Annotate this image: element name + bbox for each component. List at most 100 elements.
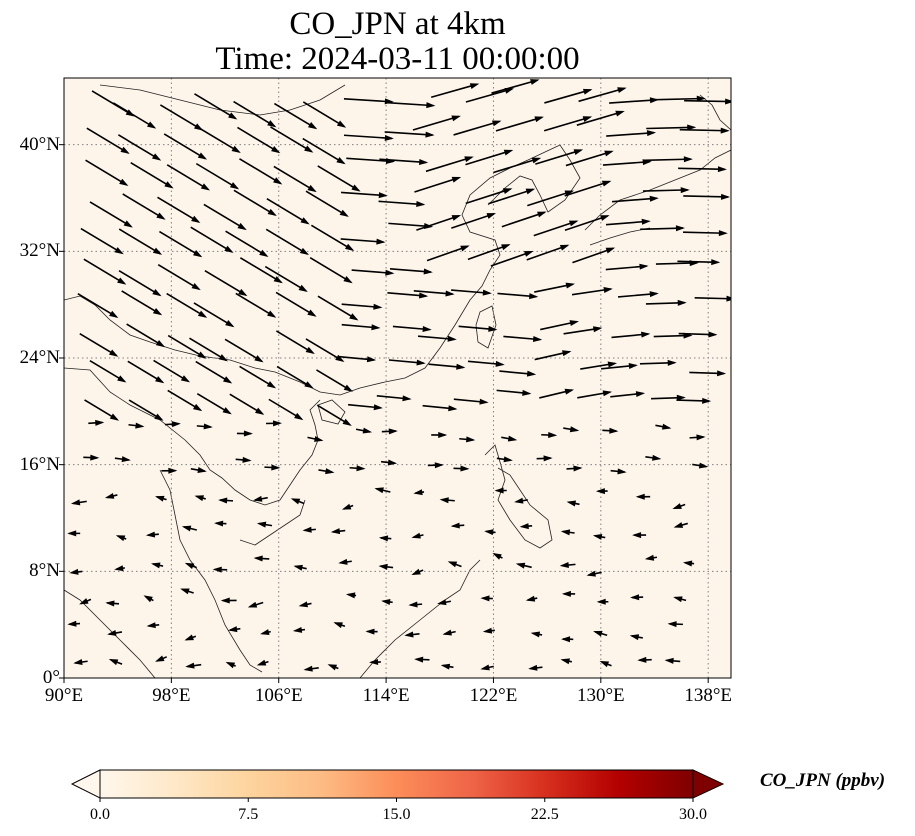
wind-arrow	[107, 630, 123, 636]
wind-arrow	[89, 359, 127, 383]
wind-arrow	[307, 435, 324, 442]
wind-arrow	[381, 459, 398, 466]
wind-arrow	[381, 599, 393, 605]
wind-arrow	[341, 323, 381, 331]
wind-arrow	[425, 156, 474, 173]
lat-tick-label: 40°N	[19, 133, 60, 155]
wind-arrow	[317, 295, 359, 321]
wind-arrow	[341, 503, 354, 510]
wind-arrow	[121, 290, 163, 316]
wind-arrow	[564, 215, 610, 231]
wind-arrow	[595, 488, 608, 495]
coastline	[159, 469, 263, 673]
wind-arrow	[79, 332, 119, 357]
wind-arrow	[180, 588, 194, 595]
wind-arrow	[564, 180, 612, 197]
wind-arrow	[88, 419, 105, 426]
wind-arrow	[451, 289, 492, 296]
wind-arrow	[480, 664, 494, 671]
wind-arrow	[343, 134, 394, 141]
wind-arrow	[381, 428, 398, 435]
wind-arrow	[640, 225, 685, 232]
wind-arrow	[264, 464, 281, 471]
wind-arrow	[566, 465, 583, 472]
wind-arrow	[239, 257, 283, 284]
wind-arrow	[644, 554, 658, 561]
wind-arrow	[447, 561, 462, 568]
wind-arrow	[496, 456, 513, 463]
wind-arrow	[465, 149, 514, 166]
wind-arrow	[128, 399, 164, 421]
wind-arrow	[114, 565, 125, 572]
wind-arrow	[683, 193, 731, 200]
wind-arrow	[482, 627, 495, 634]
wind-arrow	[330, 528, 346, 535]
coastline	[64, 144, 581, 396]
wind-arrow	[155, 655, 168, 662]
wind-arrow	[519, 523, 533, 530]
wind-arrow	[689, 370, 727, 377]
wind-arrow	[526, 244, 570, 261]
wind-arrow	[203, 203, 247, 231]
wind-arrow	[563, 426, 580, 433]
wind-arrow	[673, 596, 687, 603]
wind-arrow	[157, 196, 201, 223]
colorbar-tick-label: 7.5	[238, 806, 259, 823]
wind-arrow	[305, 338, 345, 362]
wind-arrow	[298, 601, 312, 608]
wind-arrow	[442, 629, 456, 636]
wind-arrow	[450, 522, 465, 529]
wind-arrow	[632, 532, 647, 539]
wind-arrow	[122, 193, 166, 220]
wind-arrow	[184, 634, 197, 641]
wind-arrow	[694, 295, 731, 302]
wind-arrow	[345, 592, 357, 599]
wind-arrow	[228, 626, 241, 633]
wind-arrow	[327, 664, 339, 671]
lat-tick-label: 24°N	[19, 347, 60, 368]
wind-arrow	[637, 656, 652, 663]
wind-arrow	[426, 245, 470, 262]
wind-arrow	[515, 562, 532, 569]
wind-arrow	[114, 456, 131, 463]
wind-arrow	[365, 628, 378, 635]
wind-arrow	[534, 282, 576, 293]
wind-arrow	[197, 126, 241, 154]
wind-arrow	[645, 299, 687, 306]
wind-arrow	[630, 594, 644, 601]
wind-arrow	[236, 430, 253, 437]
wind-arrow	[374, 487, 391, 494]
wind-arrow	[348, 403, 383, 411]
wind-arrow	[645, 454, 662, 461]
wind-arrow	[290, 498, 305, 505]
wind-arrow	[256, 521, 273, 528]
wind-arrow	[189, 337, 228, 362]
wind-arrow	[611, 195, 659, 203]
colorbar-tick-label: 30.0	[679, 806, 707, 823]
wind-arrow	[338, 558, 352, 565]
wind-arrow	[404, 631, 420, 638]
wind-arrow	[422, 404, 458, 412]
wind-arrow	[676, 397, 712, 404]
wind-arrow	[339, 355, 377, 363]
wind-arrow	[302, 526, 316, 533]
wind-arrow	[378, 200, 426, 208]
wind-arrow	[194, 495, 206, 502]
wind-arrow	[467, 360, 505, 367]
wind-arrow	[655, 423, 672, 430]
wind-arrow	[157, 263, 201, 291]
wind-arrow	[646, 124, 697, 131]
wind-arrow	[83, 258, 127, 285]
wind-arrow	[220, 597, 237, 604]
wind-arrow	[266, 198, 310, 225]
wind-arrow	[560, 529, 575, 536]
coastlines	[64, 84, 731, 678]
axis-tickmarks	[59, 144, 709, 683]
colorbar-label: CO_JPN (ppbv)	[760, 770, 886, 791]
wind-arrow	[218, 497, 234, 504]
wind-arrow	[79, 598, 92, 605]
wind-arrow	[611, 331, 651, 339]
wind-arrow	[349, 465, 366, 472]
wind-arrow	[392, 325, 432, 332]
wind-arrow	[467, 244, 511, 261]
